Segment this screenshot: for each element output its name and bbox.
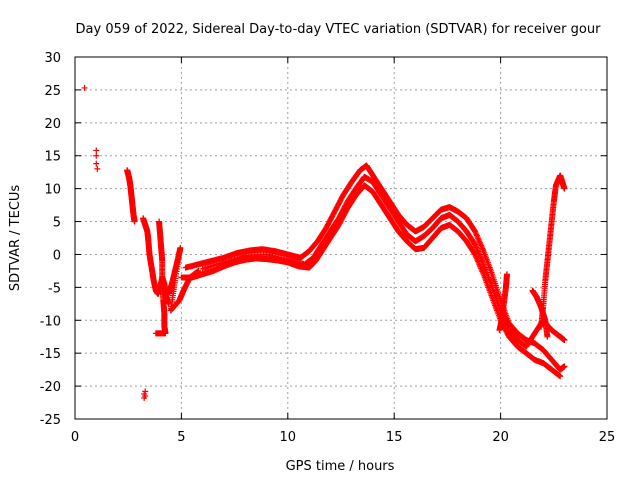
y-tick-label: -25	[40, 413, 61, 428]
y-tick-label: -10	[40, 314, 61, 329]
y-tick-label: 20	[44, 117, 61, 132]
grid-lines	[75, 57, 607, 419]
x-tick-label: 5	[177, 430, 185, 445]
data-point	[131, 218, 138, 225]
data-point	[81, 84, 88, 91]
y-tick-label: -15	[40, 347, 61, 362]
x-axis-label: GPS time / hours	[286, 459, 395, 474]
x-tick-label: 10	[280, 430, 297, 445]
y-tick-label: 0	[53, 248, 61, 263]
data-point	[557, 373, 564, 380]
data-point	[544, 333, 551, 340]
data-points	[81, 84, 568, 401]
y-axis-label: SDTVAR / TECUs	[8, 185, 23, 292]
y-tick-label: 30	[44, 51, 61, 66]
axis-ticks: 0 5 10 15 20 25 -25 -20 -15 -10 -5 0 5 10 15 20 25 30	[40, 51, 616, 445]
data-point	[561, 363, 568, 370]
data-point	[142, 392, 149, 399]
x-tick-label: 20	[492, 430, 509, 445]
series-late-1	[496, 271, 510, 334]
y-tick-label: 5	[53, 216, 61, 231]
series-isolated	[81, 84, 149, 401]
y-tick-label: 15	[44, 150, 61, 165]
series-main-2	[182, 162, 568, 373]
series-late-3	[538, 172, 568, 330]
data-point	[93, 152, 100, 159]
data-point	[561, 185, 568, 192]
series-main-3	[199, 173, 568, 350]
x-tick-label: 15	[386, 430, 403, 445]
data-point	[93, 160, 100, 167]
x-tick-label: 0	[71, 430, 79, 445]
data-point	[94, 165, 101, 172]
plot-frame	[74, 56, 608, 420]
y-tick-label: 10	[44, 183, 61, 198]
data-point	[496, 327, 503, 334]
series-seg-c	[152, 218, 169, 337]
y-tick-label: -20	[40, 380, 61, 395]
chart-title: Day 059 of 2022, Sidereal Day-to-day VTE…	[76, 22, 602, 37]
data-point	[561, 337, 568, 344]
series-seg-a	[124, 167, 138, 225]
y-tick-label: 25	[44, 84, 61, 99]
data-point	[152, 330, 159, 337]
y-tick-label: -5	[48, 281, 61, 296]
x-tick-label: 25	[599, 430, 616, 445]
data-point	[93, 147, 100, 154]
